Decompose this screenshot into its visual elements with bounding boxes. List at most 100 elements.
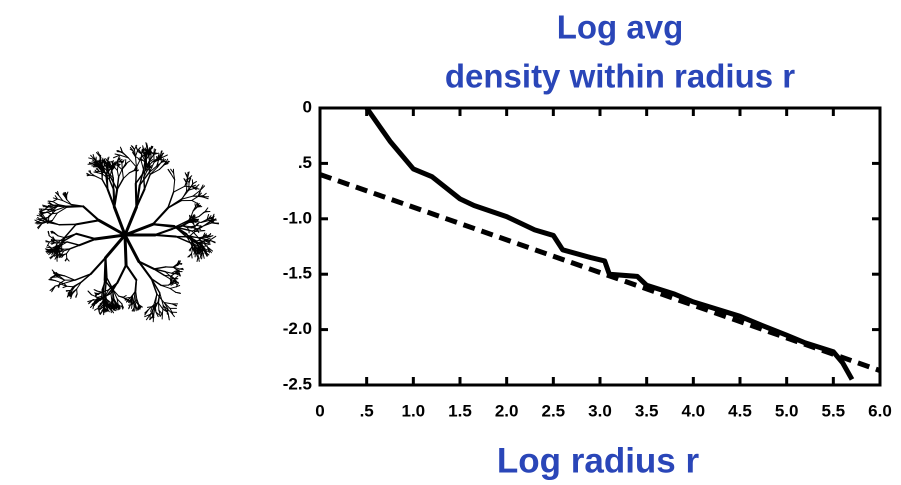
fractal-branch (192, 222, 196, 227)
fractal-branch (112, 205, 127, 237)
fractal-branch (45, 246, 53, 249)
x-tick-label: 4.5 (728, 401, 752, 420)
chart-title: density within radius r (445, 58, 795, 95)
fractal-branch (36, 219, 42, 223)
fractal-branch (105, 166, 113, 176)
x-tick-label: 1.5 (448, 401, 472, 420)
fractal-branch (51, 204, 59, 207)
fractal-branch (138, 168, 145, 186)
x-axis-label: Log radius r (497, 441, 700, 480)
fractal-branch (120, 148, 124, 154)
fractal-branch (174, 273, 179, 275)
fractal-branch (164, 271, 172, 277)
fractal-branch (180, 190, 188, 202)
fractal-branch (114, 153, 121, 156)
fractal-branch (90, 294, 99, 298)
fractal-branch (52, 201, 59, 206)
fractal-branch (104, 159, 106, 164)
fractal-branch (89, 256, 107, 276)
fractal-branch (110, 298, 114, 305)
fractal-branch (116, 176, 120, 191)
fractal-branch (99, 160, 102, 167)
fractal-branch (163, 274, 171, 280)
fractal-branch (151, 223, 177, 229)
y-tick-label: .5 (298, 153, 312, 172)
fractal-branch (194, 228, 200, 233)
fractal-branch (194, 184, 200, 189)
fractal-branch (144, 313, 151, 318)
fractal-branch (136, 298, 140, 306)
fractal-branch (137, 146, 141, 152)
fractal-branch (170, 168, 175, 174)
fractal-branch (204, 242, 210, 245)
fractal-branch (128, 304, 131, 310)
fractal-branch (94, 175, 103, 180)
fractal-branch (82, 205, 100, 222)
fractal-branch (196, 221, 200, 227)
fractal-branch (116, 177, 125, 191)
fractal-branch (94, 160, 99, 164)
fractal-branch (75, 293, 78, 298)
fractal-branch (60, 248, 63, 253)
fractal-branch (155, 311, 159, 318)
fractal-branch (103, 279, 114, 292)
fractal-branch (48, 279, 56, 282)
fractal-branch (39, 208, 47, 212)
fractal-branch (59, 236, 66, 248)
fractal-branch (178, 270, 181, 277)
fractal-branch (124, 297, 130, 299)
chart-title: Log avg (557, 9, 684, 46)
fractal-branch (191, 195, 199, 201)
fractal-branch (206, 235, 214, 238)
fractal-branch (134, 306, 137, 312)
fractal-branch (194, 187, 200, 190)
fractal-branch (138, 171, 151, 186)
fractal-branch (198, 211, 206, 217)
fractal-branch (175, 235, 191, 244)
fractal-branch (195, 242, 201, 251)
fractal-branch (171, 270, 176, 274)
fractal-branch (173, 172, 176, 181)
fractal-branch (70, 286, 76, 291)
fractal-branch (122, 152, 129, 159)
fractal-branch (133, 292, 136, 303)
fractal-branch (71, 288, 78, 294)
fractal-branch (76, 288, 78, 295)
fractal-branch (144, 155, 149, 162)
fractal-branch (113, 298, 118, 305)
fractal-branch (101, 289, 103, 298)
fractal-branch (65, 257, 68, 262)
fractal-branch (153, 233, 177, 238)
fractal-branch (135, 156, 143, 168)
fractal-branch (149, 314, 155, 321)
fractal-branch (182, 225, 192, 228)
fractal-branch (54, 195, 58, 200)
fractal-branch (204, 240, 210, 244)
fractal-branch (47, 222, 60, 226)
x-tick-label: 5.5 (822, 401, 846, 420)
fractal-branch (160, 284, 171, 289)
fractal-branch (188, 187, 196, 191)
fractal-branch (194, 203, 197, 208)
fractal-branch (191, 225, 205, 232)
fractal-branch (58, 194, 64, 202)
fractal-branch (128, 295, 133, 300)
fractal-branch (93, 233, 127, 241)
y-tick-label: -1.0 (283, 208, 312, 227)
fractal-branch (116, 165, 119, 171)
fractal-branch (162, 305, 169, 315)
fractal-branch (116, 150, 124, 154)
fractal-branch (148, 145, 153, 153)
fractal-branch (181, 225, 188, 229)
fractal-branch (197, 192, 202, 197)
fractal-branch (171, 279, 175, 283)
fractal-branch (45, 240, 50, 243)
fractal-branch (144, 309, 149, 314)
fractal-branch (135, 169, 147, 185)
fractal-branch (162, 305, 172, 313)
fractal-branch (122, 172, 130, 180)
fractal-branch (104, 233, 127, 260)
fractal-branch (118, 168, 123, 178)
fractal-branch (74, 273, 92, 281)
fractal-branch (122, 296, 127, 301)
